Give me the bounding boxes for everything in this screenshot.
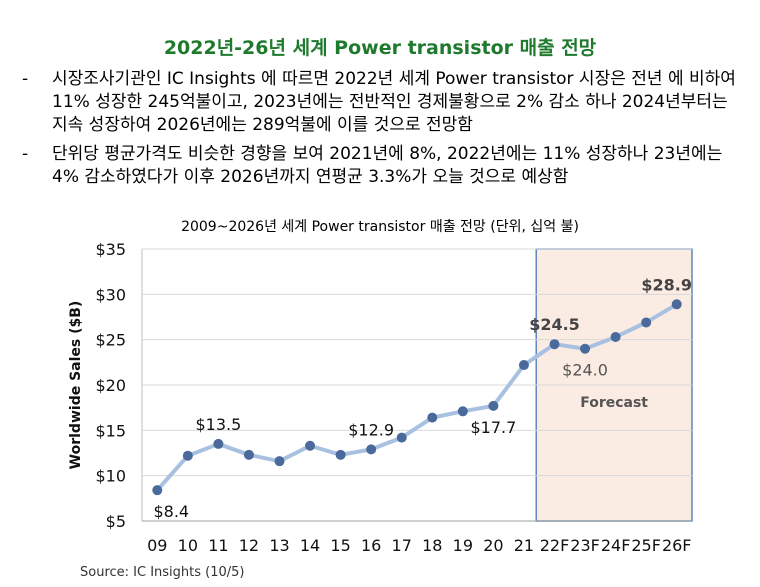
data-label: $24.0 (562, 361, 608, 380)
data-point (671, 299, 682, 310)
x-tick-label: 17 (392, 536, 412, 555)
x-tick-label: 25F (631, 536, 661, 555)
data-point (335, 449, 346, 460)
x-tick-label: 16 (361, 536, 381, 555)
y-tick-label: $30 (95, 285, 126, 304)
x-tick-label: 15 (330, 536, 350, 555)
y-tick-label: $10 (95, 467, 126, 486)
x-tick-label: 19 (453, 536, 473, 555)
y-tick-label: $20 (95, 376, 126, 395)
bullet-text: 단위당 평균가격도 비슷한 경향을 보여 2021년에 8%, 2022년에는 … (52, 144, 723, 187)
forecast-label: Forecast (580, 395, 648, 411)
bullet-dash: - (22, 144, 29, 164)
y-axis-title: Worldwide Sales ($B) (68, 301, 84, 470)
data-label: $12.9 (348, 420, 394, 439)
data-label: $24.5 (529, 315, 580, 334)
chart-title: 2009~2026년 세계 Power transistor 매출 전망 (단위… (181, 219, 579, 235)
bullet-item: - 시장조사기관인 IC Insights 에 따르면 2022년 세계 Pow… (22, 68, 747, 137)
x-tick-label: 21 (514, 536, 534, 555)
data-point (610, 331, 621, 342)
page-title: 2022년-26년 세계 Power transistor 매출 전망 (163, 37, 597, 59)
bullet-item: - 단위당 평균가격도 비슷한 경향을 보여 2021년에 8%, 2022년에… (22, 143, 747, 189)
data-point (457, 406, 468, 417)
data-point (549, 339, 560, 350)
y-tick-label: $35 (95, 240, 126, 259)
x-tick-label: 22F (540, 536, 570, 555)
bullet-list: - 시장조사기관인 IC Insights 에 따르면 2022년 세계 Pow… (22, 68, 747, 195)
data-point (152, 485, 163, 496)
y-tick-label: $25 (95, 331, 126, 350)
bullet-text: 시장조사기관인 IC Insights 에 따르면 2022년 세계 Power… (52, 69, 736, 135)
x-tick-label: 14 (300, 536, 320, 555)
sales-line-chart: $5 $10 $15 $20 $25 $30 $35 Worldwide Sales ($B)… (68, 240, 693, 555)
source-note: Source: IC Insights (10/5) (80, 565, 245, 580)
x-tick-label: 09 (147, 536, 167, 555)
data-point (213, 438, 224, 449)
x-tick-label: 24F (601, 536, 631, 555)
data-point (580, 343, 591, 354)
x-tick-label: 10 (178, 536, 198, 555)
y-tick-label: $15 (95, 421, 126, 440)
data-point (305, 440, 316, 451)
x-tick-label: 23F (570, 536, 600, 555)
x-tick-label: 26F (662, 536, 692, 555)
data-point (396, 432, 407, 443)
x-tick-label: 12 (239, 536, 259, 555)
x-tick-label: 20 (483, 536, 503, 555)
data-point (243, 449, 254, 460)
data-point (182, 450, 193, 461)
data-point (518, 360, 529, 371)
data-point (488, 400, 499, 411)
x-tick-label: 11 (208, 536, 228, 555)
data-label: $28.9 (641, 275, 692, 294)
bullet-dash: - (22, 69, 29, 89)
data-point (366, 444, 377, 455)
data-point (641, 317, 652, 328)
data-label: $13.5 (195, 415, 241, 434)
data-point (274, 456, 285, 467)
y-tick-label: $5 (106, 512, 126, 531)
x-tick-label: 18 (422, 536, 442, 555)
chart-container: $5 $10 $15 $20 $25 $30 $35 Worldwide Sales ($B)… (62, 238, 702, 567)
data-point (427, 412, 438, 423)
series-line (155, 302, 678, 492)
data-label: $8.4 (153, 502, 189, 521)
x-tick-label: 13 (269, 536, 289, 555)
data-label: $17.7 (470, 418, 516, 437)
